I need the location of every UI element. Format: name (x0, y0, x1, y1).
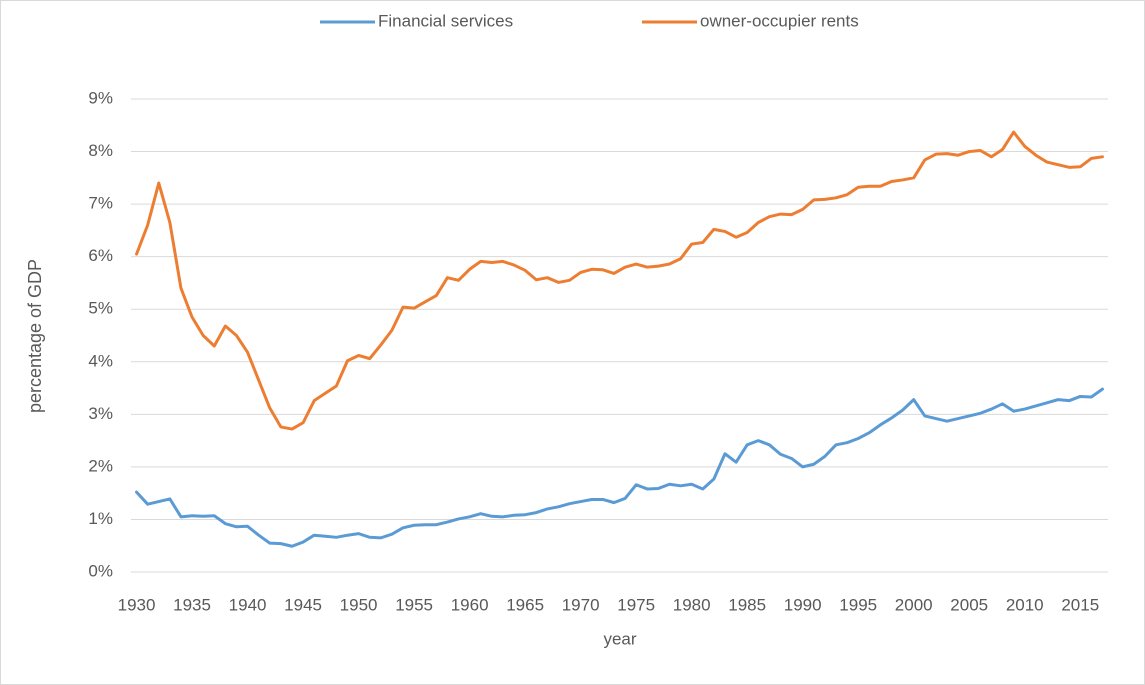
x-tick-label: 1975 (617, 595, 655, 614)
x-tick-label: 2015 (1061, 595, 1099, 614)
x-tick-label: 1935 (173, 595, 211, 614)
x-tick-label: 2005 (950, 595, 988, 614)
x-tick-label: 1930 (118, 595, 156, 614)
x-tick-label: 1990 (784, 595, 822, 614)
x-tick-label: 2010 (1006, 595, 1044, 614)
y-tick-label: 9% (88, 88, 113, 107)
x-axis-label: year (603, 629, 636, 648)
x-tick-label: 1970 (562, 595, 600, 614)
y-tick-label: 6% (88, 246, 113, 265)
y-tick-label: 0% (88, 561, 113, 580)
x-tick-label: 1985 (728, 595, 766, 614)
x-tick-label: 1960 (451, 595, 489, 614)
x-tick-label: 2000 (895, 595, 933, 614)
legend-label: owner-occupier rents (700, 11, 859, 30)
series-line (135, 387, 1104, 548)
y-tick-label: 8% (88, 141, 113, 160)
x-tick-label: 1980 (673, 595, 711, 614)
y-tick-label: 3% (88, 404, 113, 423)
y-tick-label: 4% (88, 351, 113, 370)
y-axis-label: percentage of GDP (25, 259, 45, 413)
y-tick-label: 1% (88, 509, 113, 528)
x-tick-label: 1965 (506, 595, 544, 614)
y-tick-label: 7% (88, 194, 113, 213)
x-tick-label: 1950 (340, 595, 378, 614)
y-tick-label: 5% (88, 299, 113, 318)
legend-label: Financial services (378, 11, 513, 30)
x-tick-label: 1955 (395, 595, 433, 614)
x-tick-label: 1995 (839, 595, 877, 614)
y-tick-label: 2% (88, 456, 113, 475)
series-line (135, 130, 1104, 431)
x-tick-label: 1945 (284, 595, 322, 614)
x-tick-label: 1940 (229, 595, 267, 614)
